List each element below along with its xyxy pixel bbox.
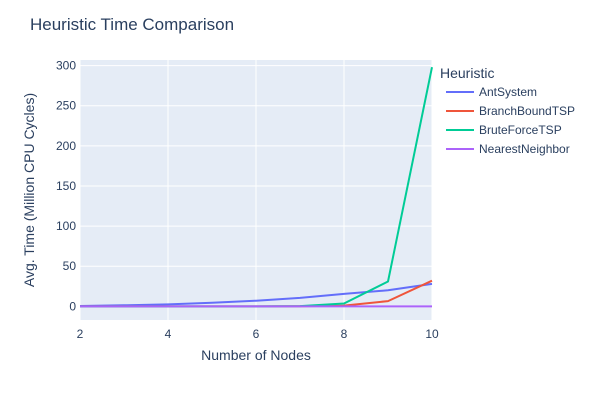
x-tick-label: 6 [253, 327, 260, 341]
legend-label-bruteforcetsp[interactable]: BruteForceTSP [479, 123, 562, 137]
legend-label-antsystem[interactable]: AntSystem [479, 85, 537, 99]
x-axis-ticks: 2 4 6 8 10 [77, 327, 439, 341]
y-tick-label: 150 [56, 179, 76, 193]
y-axis-ticks: 0 50 100 150 200 250 300 [56, 59, 76, 314]
legend: Heuristic AntSystem BranchBoundTSP BruteFo… [440, 65, 575, 156]
y-axis-label: Avg. Time (Million CPU Cycles) [21, 93, 37, 287]
y-tick-label: 100 [56, 219, 76, 233]
legend-label-nearestneighbor[interactable]: NearestNeighbor [479, 142, 570, 156]
series-lines [79, 66, 433, 308]
x-tick-label: 4 [165, 327, 172, 341]
y-tick-label: 300 [56, 59, 76, 73]
legend-label-branchboundtsp[interactable]: BranchBoundTSP [479, 104, 575, 118]
series-line-antsystem [79, 282, 433, 307]
y-tick-label: 0 [69, 299, 76, 313]
legend-title: Heuristic [440, 65, 494, 81]
x-tick-label: 8 [341, 327, 348, 341]
x-tick-label: 2 [77, 327, 84, 341]
y-tick-label: 50 [63, 259, 77, 273]
x-axis-label: Number of Nodes [201, 347, 311, 363]
y-tick-label: 250 [56, 99, 76, 113]
chart-title: Heuristic Time Comparison [30, 15, 234, 34]
x-tick-label: 10 [425, 327, 439, 341]
y-tick-label: 200 [56, 139, 76, 153]
legend-items: AntSystem BranchBoundTSP BruteForceTSP Near… [446, 85, 575, 156]
